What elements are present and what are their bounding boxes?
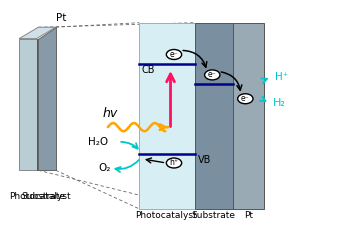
Circle shape xyxy=(166,49,182,59)
Text: Pt: Pt xyxy=(56,13,66,23)
Text: h⁺: h⁺ xyxy=(169,158,179,168)
Bar xyxy=(139,23,195,209)
Text: e⁻: e⁻ xyxy=(208,70,216,79)
Text: Pt: Pt xyxy=(244,211,253,220)
Text: H₂: H₂ xyxy=(273,98,286,108)
Text: H⁺: H⁺ xyxy=(275,72,288,82)
Polygon shape xyxy=(38,27,56,170)
Text: Substrate: Substrate xyxy=(191,211,235,220)
Bar xyxy=(37,39,56,170)
Bar xyxy=(233,23,264,209)
Text: e⁻: e⁻ xyxy=(170,50,178,59)
Text: H₂O: H₂O xyxy=(88,137,108,147)
Bar xyxy=(195,23,233,209)
Bar xyxy=(19,39,47,170)
Text: Photocatalyst: Photocatalyst xyxy=(9,192,70,201)
Text: VB: VB xyxy=(198,155,211,165)
Circle shape xyxy=(238,94,253,104)
Text: e⁻: e⁻ xyxy=(241,94,250,103)
Text: Substrate: Substrate xyxy=(22,192,65,201)
Text: CB: CB xyxy=(142,65,156,75)
Text: O₂: O₂ xyxy=(98,163,111,173)
Circle shape xyxy=(205,70,220,80)
Text: Photocatalyst: Photocatalyst xyxy=(135,211,197,220)
Polygon shape xyxy=(19,27,56,39)
Text: hv: hv xyxy=(103,107,118,120)
Circle shape xyxy=(166,158,182,168)
